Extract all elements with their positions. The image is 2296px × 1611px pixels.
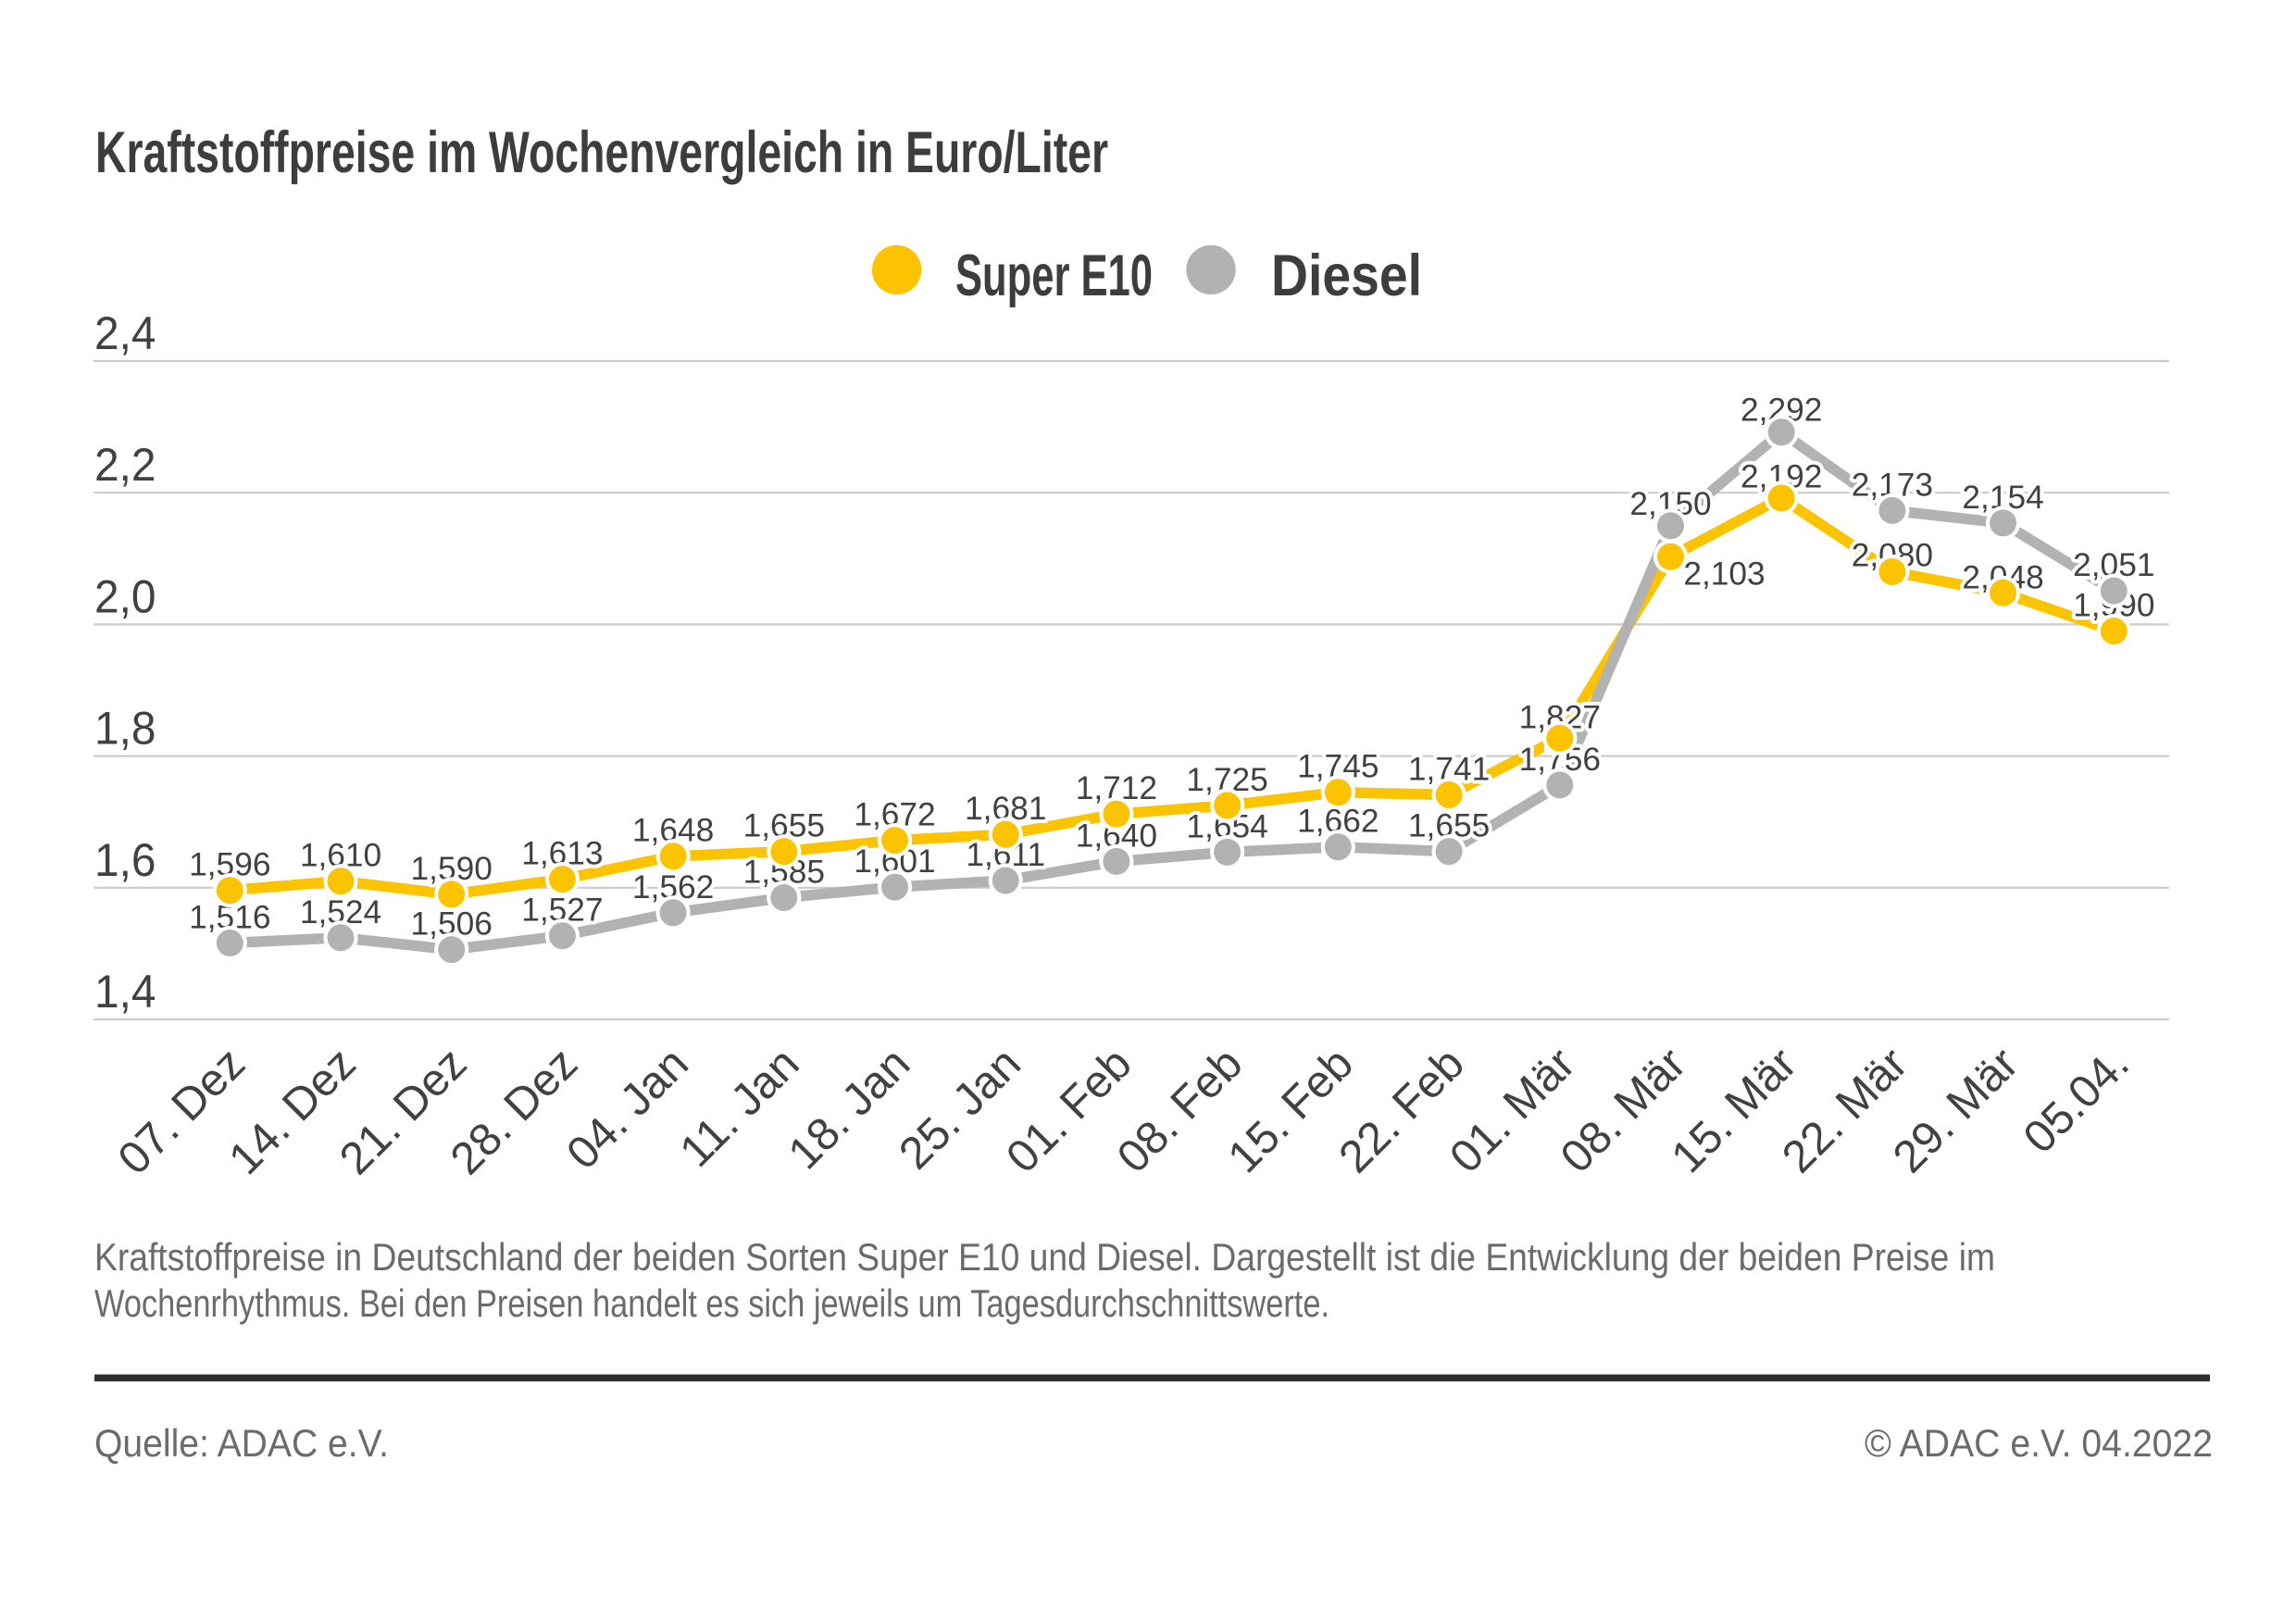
svg-text:1,4: 1,4 [94, 966, 156, 1018]
svg-text:Wochenrhythmus. Bei den Preise: Wochenrhythmus. Bei den Preisen handelt … [94, 1281, 1329, 1325]
svg-text:2,0: 2,0 [94, 570, 156, 622]
svg-text:Kraftstoffpreise im Wochenverg: Kraftstoffpreise im Wochenvergleich in E… [95, 120, 1108, 185]
svg-text:2,4: 2,4 [94, 307, 156, 359]
svg-text:1,601: 1,601 [854, 843, 935, 880]
svg-text:2,154: 2,154 [1962, 480, 2043, 516]
svg-text:1,610: 1,610 [300, 838, 381, 874]
svg-text:1,6: 1,6 [94, 834, 156, 886]
svg-text:2,2: 2,2 [94, 439, 156, 491]
svg-text:Kraftstoffpreise in Deutschlan: Kraftstoffpreise in Deutschland der beid… [94, 1235, 1995, 1279]
svg-text:Super E10: Super E10 [955, 244, 1153, 308]
svg-text:2,103: 2,103 [1683, 556, 1765, 593]
svg-text:© ADAC e.V. 04.2022: © ADAC e.V. 04.2022 [1865, 1421, 2213, 1465]
svg-text:1,681: 1,681 [965, 791, 1046, 827]
svg-text:1,8: 1,8 [94, 703, 156, 755]
svg-text:Quelle: ADAC e.V.: Quelle: ADAC e.V. [94, 1421, 389, 1465]
svg-text:Diesel: Diesel [1271, 244, 1422, 308]
